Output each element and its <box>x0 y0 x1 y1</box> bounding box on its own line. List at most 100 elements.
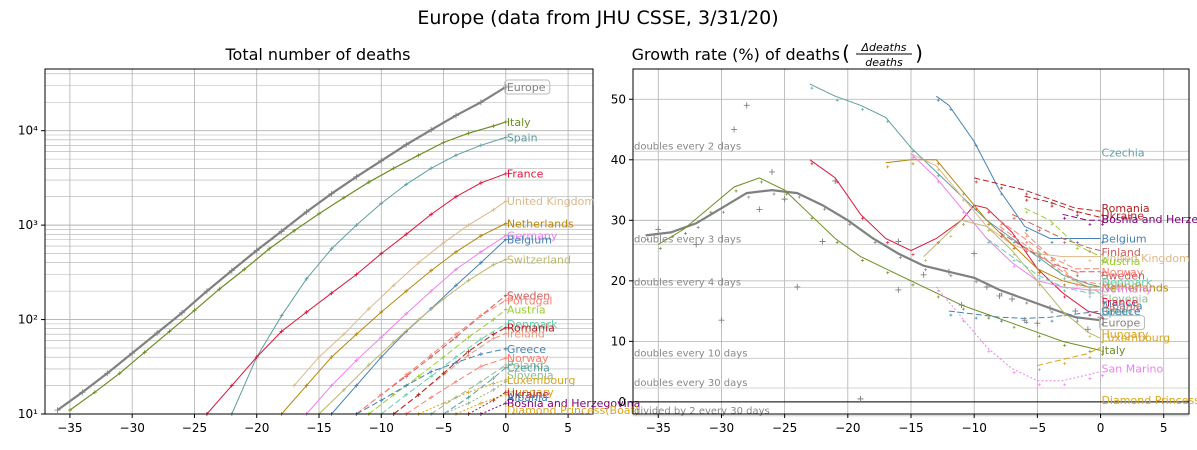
right-scatter-europe-point <box>1047 305 1053 312</box>
right-point-poland <box>1037 253 1041 257</box>
left-ytick-label: 10⁴ <box>18 124 38 138</box>
right-point-norway <box>1101 271 1105 275</box>
left-point-netherlands <box>503 221 508 226</box>
left-xtick-label: −10 <box>369 421 394 435</box>
left-point-italy <box>317 211 321 216</box>
left-point-austria <box>491 317 496 322</box>
right-label-belgium: Belgium <box>1102 232 1147 245</box>
right-point-greece <box>949 313 953 317</box>
right-scatter-europe-point <box>1084 326 1091 333</box>
right-point-europe <box>1075 319 1079 323</box>
right-series-ukraine <box>1024 195 1101 218</box>
right-series-europe <box>645 188 1101 322</box>
left-point-norway <box>454 379 458 384</box>
right-reference-label: doubles every 2 days <box>634 141 741 152</box>
right-point-united-kingdom <box>1088 259 1092 263</box>
right-series-finland <box>1011 213 1101 252</box>
right-point-italy <box>835 240 839 244</box>
right-point-europe <box>873 240 877 244</box>
right-point-france <box>860 216 864 220</box>
right-point-belgium <box>1101 240 1105 244</box>
right-point-sweden <box>1025 250 1029 254</box>
right-label-austria: Austria <box>1102 255 1141 268</box>
right-label-greece: Greece <box>1102 305 1141 318</box>
figure-suptitle: Europe (data from JHU CSSE, 3/31/20) <box>417 7 778 29</box>
left-label-united-kingdom: United Kingdom <box>507 195 595 208</box>
right-point-belgium <box>999 192 1003 196</box>
right-point-denmark <box>1012 259 1016 263</box>
right-point-luxembourg <box>1063 362 1067 366</box>
left-point-norway <box>478 364 483 369</box>
right-point-europe <box>797 195 801 199</box>
right-scatter-europe-point <box>769 168 775 175</box>
left-point-spain <box>454 153 458 158</box>
right-scatter-europe-point <box>731 126 738 133</box>
right-scatter-europe-point <box>1097 314 1104 321</box>
left-point-netherlands <box>478 233 483 238</box>
right-label-luxembourg: Luxembourg <box>1102 332 1171 345</box>
left-series-ireland <box>393 333 506 415</box>
right-point-poland <box>1101 289 1105 293</box>
left-series-united-kingdom <box>293 200 507 386</box>
left-point-belgium <box>354 383 359 388</box>
right-label-bosnia-and-herzegovina: Bosnia and Herzegovina <box>1102 213 1197 226</box>
right-point-finland <box>1012 216 1016 220</box>
left-point-germany <box>503 233 508 238</box>
left-point-united-kingdom <box>466 223 471 228</box>
right-chart-y-axis: 0 10 20 30 40 50 <box>611 92 633 409</box>
left-label-hungary: Hungary <box>507 386 554 399</box>
right-scatter-europe-point <box>743 102 750 109</box>
right-series-france <box>809 159 1101 315</box>
left-point-italy <box>503 119 508 124</box>
left-point-united-kingdom <box>317 355 321 360</box>
left-point-europe <box>129 350 136 357</box>
right-label-poland: Poland <box>1102 280 1139 293</box>
left-label-slovenia: Slovenia <box>507 369 554 382</box>
left-point-portugal <box>503 298 508 303</box>
right-point-germany <box>1101 292 1105 296</box>
left-point-romania <box>503 325 508 330</box>
right-point-switzerland <box>962 222 966 226</box>
right-series-italy <box>658 177 1101 351</box>
left-point-france <box>329 291 334 296</box>
left-point-ukraine <box>503 390 508 395</box>
right-point-poland <box>1088 289 1092 293</box>
right-label-box <box>1099 315 1146 331</box>
left-point-denmark <box>404 392 409 397</box>
left-point-united-kingdom <box>341 332 346 337</box>
left-point-netherlands <box>429 268 434 273</box>
svg-text:(: ( <box>842 41 850 65</box>
left-point-france <box>304 310 309 315</box>
left-point-greece <box>478 352 483 357</box>
right-point-poland <box>1063 277 1067 281</box>
left-point-italy <box>267 246 272 251</box>
right-point-spain <box>936 174 940 178</box>
left-series-romania <box>393 327 507 415</box>
right-scatter-europe-point <box>895 238 902 245</box>
right-scatter-europe-point <box>819 238 826 245</box>
left-point-czechia <box>491 376 496 381</box>
right-scatter-europe-point <box>857 395 864 402</box>
left-point-europe <box>104 370 111 377</box>
right-point-san-marino <box>962 319 966 323</box>
left-series-spain <box>231 136 506 415</box>
right-scatter-europe-point <box>945 268 952 275</box>
right-point-austria <box>1050 222 1054 226</box>
right-xtick-label: 0 <box>1097 421 1105 435</box>
right-point-denmark <box>1063 289 1067 293</box>
right-point-san-marino <box>1012 371 1016 375</box>
right-ytick-label: 0 <box>618 395 626 409</box>
right-label-diamond-princess-boat: Diamond Princess(Boat) <box>1102 394 1197 407</box>
left-point-spain <box>503 135 508 140</box>
left-point-italy <box>142 350 147 355</box>
left-label-france: France <box>507 168 544 181</box>
right-point-ukraine <box>1025 198 1029 202</box>
right-ytick-label: 20 <box>611 274 626 288</box>
left-point-france <box>454 194 458 199</box>
left-xtick-label: −30 <box>120 421 145 435</box>
left-point-germany <box>454 267 458 272</box>
right-point-italy <box>785 192 789 196</box>
right-point-finland <box>1101 253 1105 257</box>
left-point-bosnia-and-herzegovina <box>503 401 508 406</box>
